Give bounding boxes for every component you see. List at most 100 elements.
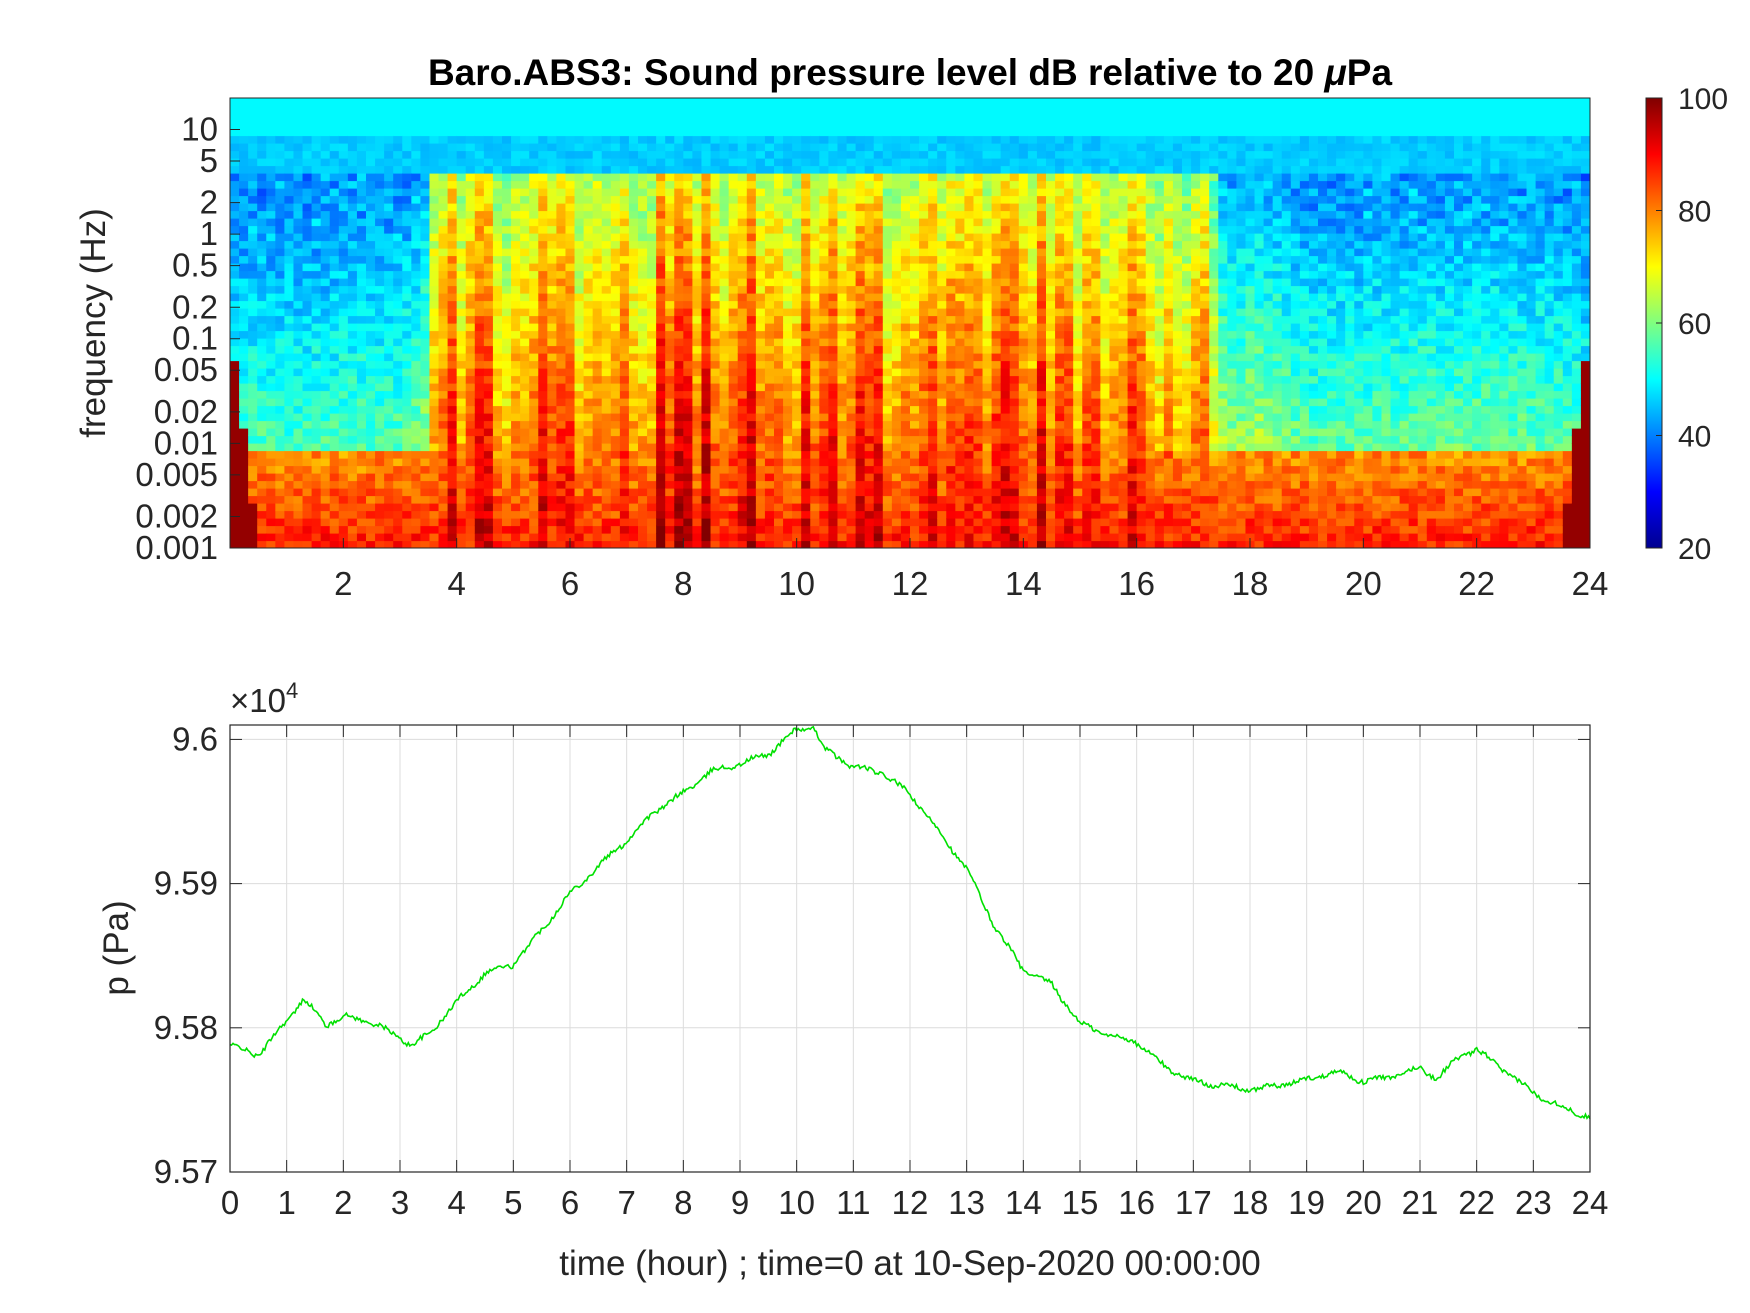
spectrogram-cell	[665, 195, 675, 204]
spectrogram-cell	[284, 300, 295, 309]
spectrogram-cell	[447, 300, 458, 309]
spectrogram-cell	[701, 413, 712, 422]
spectrogram-cell	[529, 473, 539, 482]
spectrogram-cell	[438, 188, 449, 197]
spectrogram-cell	[538, 278, 548, 287]
spectrogram-cell	[366, 180, 376, 189]
spectrogram-cell	[683, 323, 693, 332]
spectrogram-cell	[837, 488, 848, 497]
spectrogram-cell	[420, 368, 431, 377]
spectrogram-cell	[774, 465, 784, 474]
spectrogram-cell	[946, 203, 956, 212]
spectrogram-cell	[846, 488, 857, 497]
spectrogram-cell	[900, 503, 911, 512]
spectrogram-cell	[900, 465, 911, 474]
spectrogram-cell	[928, 420, 938, 429]
spectrogram-cell	[882, 278, 893, 287]
spectrogram-cell	[656, 240, 666, 249]
spectrogram-cell	[828, 525, 839, 534]
spectrogram-cell	[483, 255, 494, 264]
spectrogram-cell	[583, 180, 594, 189]
spectrogram-cell	[619, 293, 630, 302]
spectrogram-cell	[674, 533, 684, 542]
spectrogram-cell	[329, 533, 340, 542]
spectrogram-cell	[764, 158, 775, 167]
spectrogram-cell	[393, 383, 403, 392]
spectrogram-cell	[656, 173, 666, 182]
spectrogram-cell	[837, 330, 848, 339]
spectrogram-cell	[474, 188, 485, 197]
spectrogram-cell	[320, 345, 331, 354]
spectrogram-cell	[828, 413, 839, 422]
spectrogram-cell	[701, 533, 712, 542]
spectrogram-cell	[973, 300, 984, 309]
spectrogram-cell	[311, 518, 322, 527]
spectrogram-cell	[266, 240, 276, 249]
spectrogram-cell	[710, 398, 721, 407]
spectrogram-cell	[783, 150, 793, 159]
spectrogram-cell	[311, 308, 322, 317]
spectrogram-cell	[411, 263, 421, 272]
spectrogram-cell	[529, 510, 539, 519]
spectrogram-cell	[900, 383, 911, 392]
spectrogram-cell	[347, 150, 358, 159]
spectrogram-cell	[647, 203, 657, 212]
spectrogram-cell	[302, 218, 313, 227]
spectrogram-cell	[438, 120, 449, 129]
spectrogram-cell	[574, 353, 585, 362]
spectrogram-cell	[529, 120, 539, 129]
spectrogram-cell	[520, 510, 530, 519]
spectrogram-cell	[538, 473, 548, 482]
spectrogram-cell	[774, 345, 784, 354]
spectrogram-cell	[438, 150, 449, 159]
spectrogram-cell	[411, 203, 421, 212]
spectrogram-cell	[692, 135, 703, 144]
spectrogram-cell	[755, 255, 766, 264]
spectrogram-cell	[366, 398, 376, 407]
spectrogram-cell	[248, 188, 258, 197]
spectrogram-cell	[619, 518, 630, 527]
spectrogram-cell	[864, 165, 875, 174]
spectrogram-cell	[973, 540, 984, 548]
spectrogram-cell	[692, 345, 703, 354]
spectrogram-cell	[737, 443, 748, 452]
spectrogram-cell	[375, 293, 385, 302]
spectrogram-cell	[928, 165, 938, 174]
spectrogram-cell	[338, 210, 349, 219]
spectrogram-cell	[320, 120, 331, 129]
spectrogram-cell	[347, 105, 358, 114]
spectrogram-cell	[837, 165, 848, 174]
spectrogram-cell	[230, 120, 240, 129]
spectrogram-cell	[882, 345, 893, 354]
spectrogram-cell	[393, 278, 403, 287]
spectrogram-cell	[438, 353, 449, 362]
spectrogram-cell	[619, 465, 630, 474]
spectrogram-cell	[819, 398, 829, 407]
spectrogram-cell	[402, 420, 412, 429]
spectrogram-cell	[746, 113, 757, 122]
spectrogram-cell	[375, 180, 385, 189]
spectrogram-cell	[964, 135, 975, 144]
spectrogram-cell	[384, 533, 394, 542]
spectrogram-cell	[719, 323, 730, 332]
spectrogram-cell	[375, 233, 385, 242]
spectrogram-cell	[420, 240, 431, 249]
spectrogram-cell	[511, 278, 521, 287]
spectrogram-cell	[293, 135, 304, 144]
spectrogram-cell	[375, 525, 385, 534]
spectrogram-cell	[393, 113, 403, 122]
spectrogram-cell	[266, 180, 276, 189]
spectrogram-cell	[574, 120, 585, 129]
spectrogram-cell	[601, 383, 612, 392]
spectrogram-cell	[656, 495, 666, 504]
spectrogram-cell	[239, 263, 249, 272]
spectrogram-cell	[973, 113, 984, 122]
spectrogram-cell	[366, 503, 376, 512]
spectrogram-cell	[302, 405, 313, 414]
spectrogram-cell	[275, 398, 285, 407]
spectrogram-cell	[683, 518, 693, 527]
spectrogram-cell	[420, 210, 431, 219]
spectrogram-cell	[628, 338, 639, 347]
spectrogram-cell	[547, 300, 557, 309]
spectrogram-cell	[792, 270, 802, 279]
